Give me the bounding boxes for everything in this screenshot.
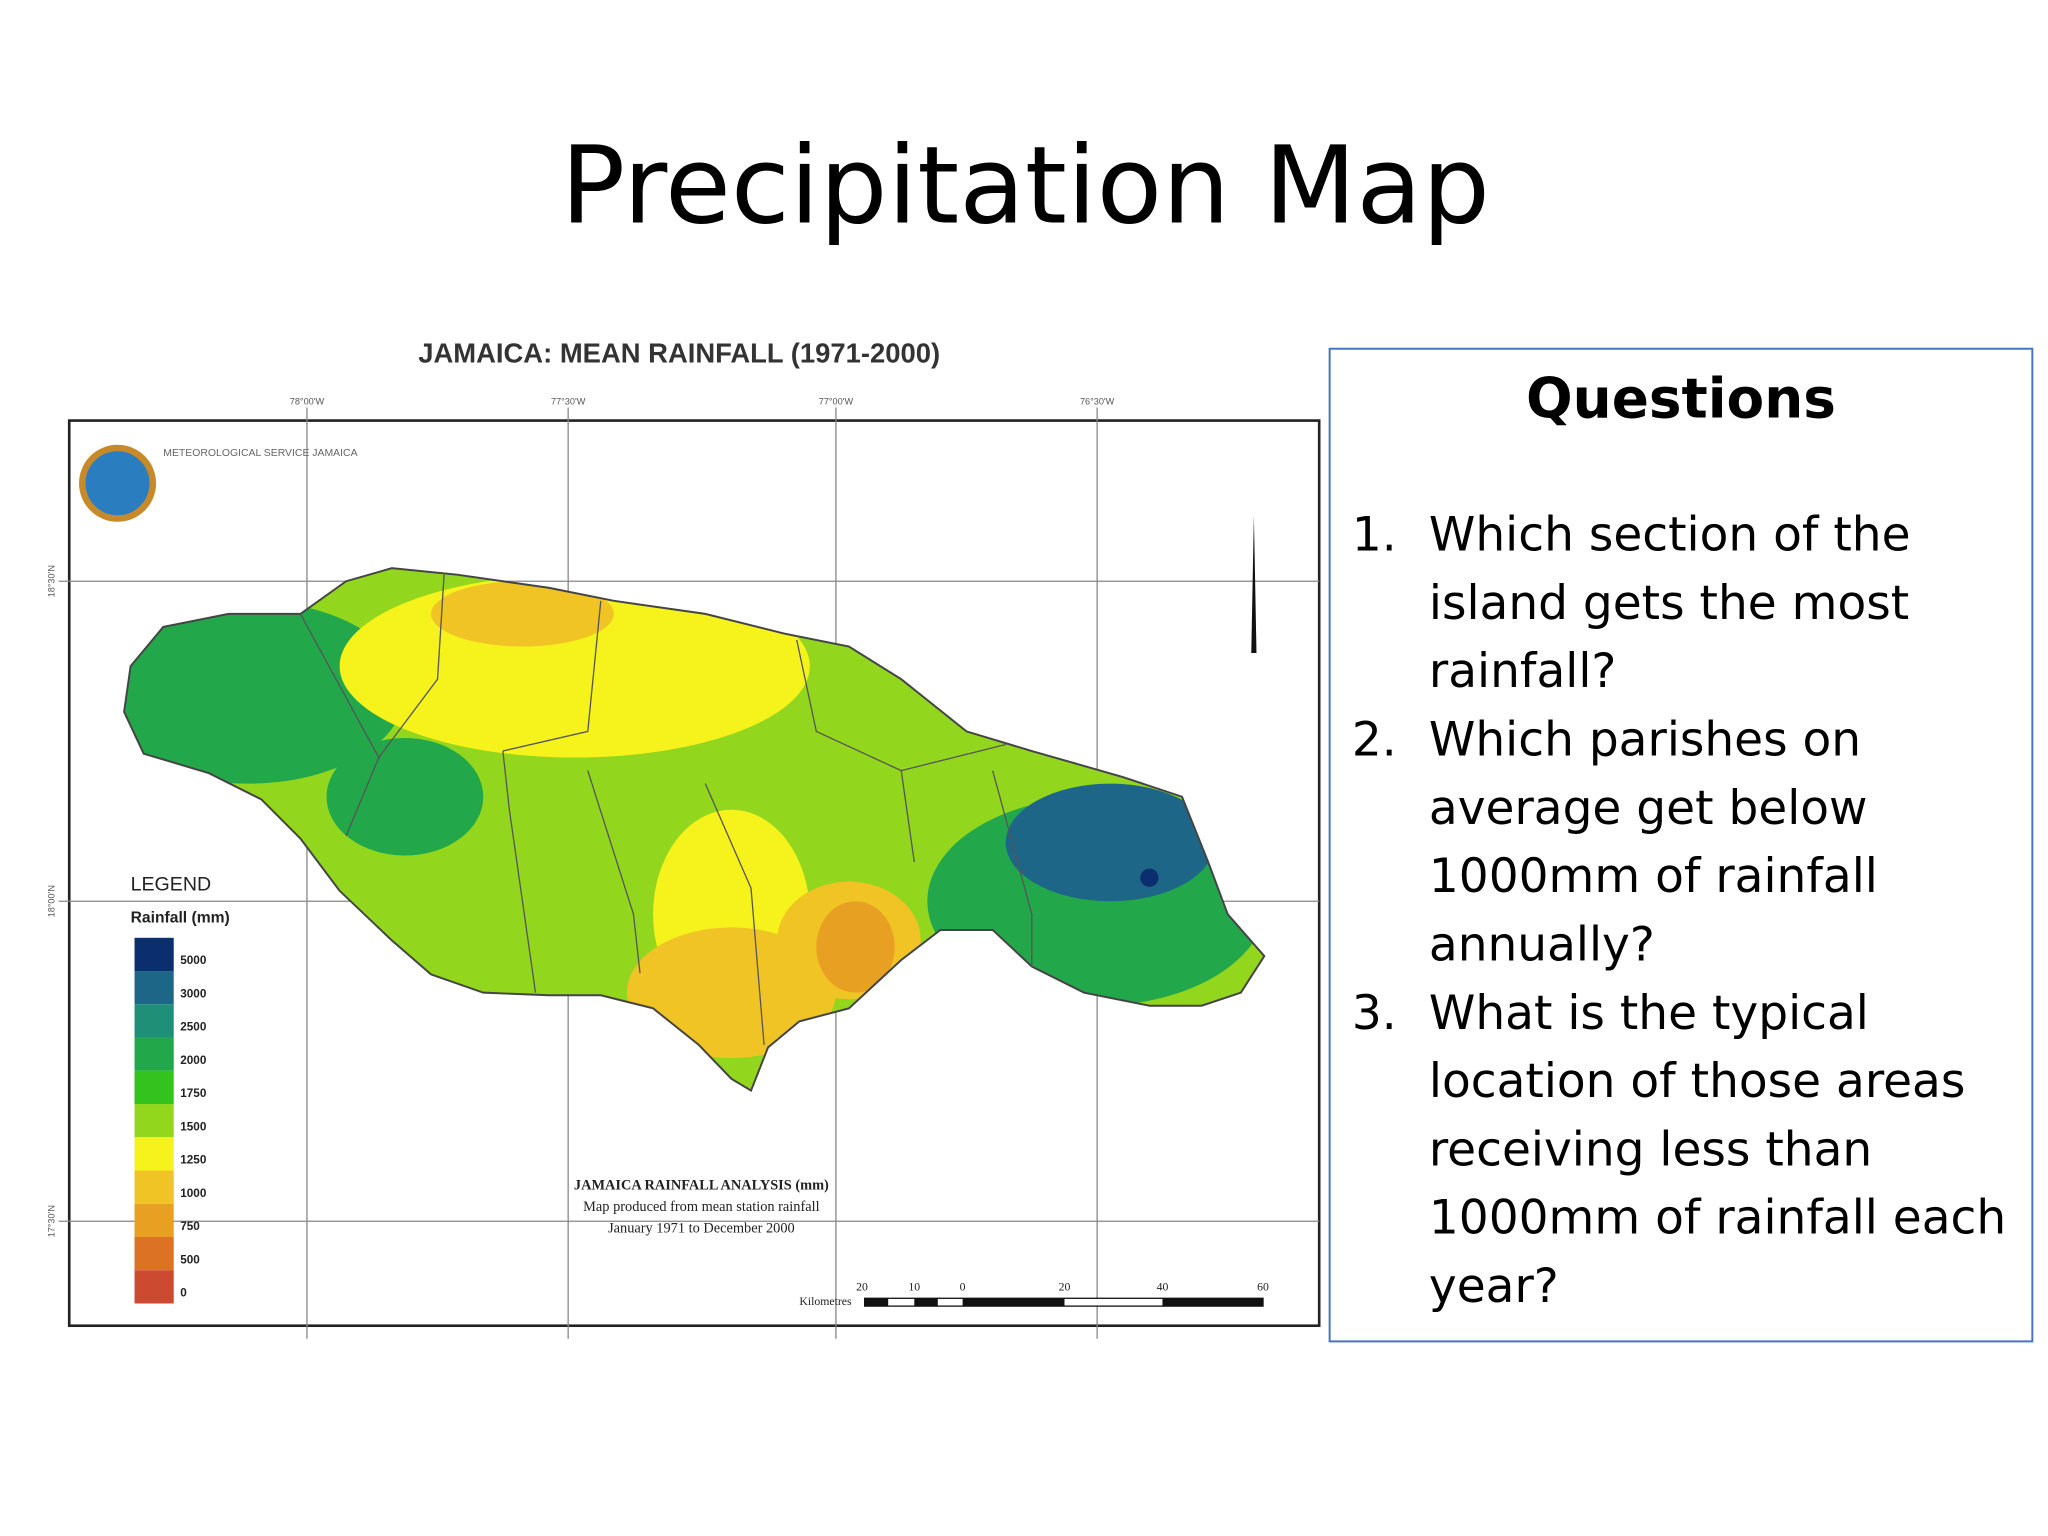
latitude-label: 17°30'N bbox=[47, 1205, 57, 1237]
map-note: JAMAICA RAINFALL ANALYSIS (mm) bbox=[574, 1177, 829, 1193]
legend-swatch bbox=[134, 1137, 174, 1171]
scale-segment bbox=[864, 1298, 889, 1307]
question-line: year? bbox=[1429, 1259, 1559, 1314]
scale-segment bbox=[1162, 1298, 1264, 1307]
map-note: Map produced from mean station rainfall bbox=[583, 1199, 819, 1215]
scale-label: 40 bbox=[1157, 1281, 1169, 1294]
question-line: annually? bbox=[1429, 917, 1655, 972]
north-arrow bbox=[1251, 515, 1257, 654]
legend-swatch bbox=[134, 1104, 174, 1138]
question-line: 1000mm of rainfall each bbox=[1429, 1191, 2006, 1246]
map-title: JAMAICA: MEAN RAINFALL (1971-2000) bbox=[418, 338, 940, 369]
longitude-label: 77°00'W bbox=[819, 397, 854, 407]
question-line: Which parishes on bbox=[1429, 713, 1861, 768]
longitude-label: 76°30'W bbox=[1080, 397, 1115, 407]
question-line: receiving less than bbox=[1429, 1122, 1872, 1177]
legend-swatch bbox=[134, 1170, 174, 1204]
scale-segment bbox=[914, 1298, 938, 1307]
scale-segment bbox=[962, 1298, 1065, 1307]
latitude-label: 18°30'N bbox=[47, 565, 57, 597]
question-line: island gets the most bbox=[1429, 576, 1909, 631]
legend-label: 500 bbox=[180, 1253, 200, 1266]
legend-swatch bbox=[134, 1037, 174, 1071]
scale-label: 0 bbox=[960, 1281, 966, 1294]
legend-swatch bbox=[134, 1004, 174, 1038]
legend-label: 0 bbox=[180, 1287, 187, 1300]
longitude-label: 78°00'W bbox=[290, 397, 325, 407]
parish-boundaries bbox=[299, 574, 1033, 1045]
question-line: location of those areas bbox=[1429, 1054, 1965, 1109]
legend-swatch bbox=[134, 937, 174, 972]
legend-swatch bbox=[134, 1070, 174, 1105]
legend-label: 1500 bbox=[180, 1120, 207, 1133]
legend-label: 3000 bbox=[180, 987, 207, 1000]
legend-swatch bbox=[134, 1237, 174, 1271]
question-line: What is the typical bbox=[1429, 986, 1869, 1041]
latitude-label: 18°00'N bbox=[47, 885, 57, 917]
scale-label: 20 bbox=[1059, 1281, 1071, 1294]
slide-title: Precipitation Map bbox=[561, 125, 1490, 249]
legend-label: 1000 bbox=[180, 1187, 207, 1200]
questions-title: Questions bbox=[1526, 366, 1836, 430]
scale-label: 20 bbox=[856, 1281, 868, 1294]
legend-label: 750 bbox=[180, 1220, 200, 1233]
map-note: January 1971 to December 2000 bbox=[608, 1220, 795, 1236]
scale-label: 10 bbox=[908, 1281, 920, 1294]
questions-box bbox=[1328, 347, 2034, 1343]
scale-label: 60 bbox=[1257, 1281, 1269, 1294]
question-number: 3. bbox=[1352, 986, 1397, 1041]
legend-swatch bbox=[134, 1270, 174, 1304]
question-number: 2. bbox=[1352, 713, 1397, 768]
legend-label: 2500 bbox=[180, 1021, 207, 1034]
agency-name: METEOROLOGICAL SERVICE JAMAICA bbox=[163, 448, 357, 459]
legend-swatch bbox=[134, 1203, 174, 1238]
question-number: 1. bbox=[1352, 508, 1397, 563]
legend-label: 1750 bbox=[180, 1087, 207, 1100]
agency-logo bbox=[79, 444, 157, 522]
question-line: 1000mm of rainfall bbox=[1429, 849, 1878, 904]
question-line: average get below bbox=[1429, 781, 1868, 836]
legend-title: LEGEND bbox=[131, 874, 212, 896]
scale-unit: Kilometres bbox=[799, 1295, 852, 1308]
legend-label: 2000 bbox=[180, 1054, 207, 1067]
legend-label: 1250 bbox=[180, 1154, 207, 1167]
longitude-label: 77°30'W bbox=[551, 397, 586, 407]
question-line: Which section of the bbox=[1429, 508, 1911, 563]
legend-subtitle: Rainfall (mm) bbox=[131, 909, 230, 926]
legend-label: 5000 bbox=[180, 954, 207, 967]
legend-swatch bbox=[134, 971, 174, 1005]
question-line: rainfall? bbox=[1429, 644, 1616, 699]
